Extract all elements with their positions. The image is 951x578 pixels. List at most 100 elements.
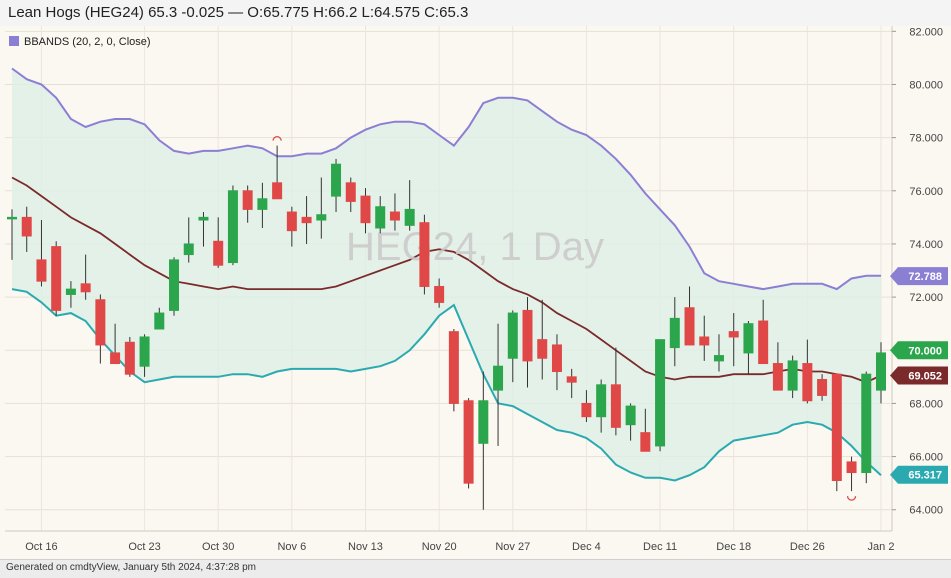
candle-body-up bbox=[169, 259, 180, 311]
candle bbox=[95, 294, 106, 364]
candle-body-up bbox=[404, 208, 415, 226]
candle-body-up bbox=[183, 243, 194, 256]
candle-body-up bbox=[227, 190, 238, 264]
price-label-tag bbox=[890, 465, 948, 484]
price-label-text: 65.317 bbox=[908, 470, 942, 482]
candle-body-down bbox=[301, 216, 312, 224]
candle bbox=[257, 182, 268, 228]
candle bbox=[227, 185, 238, 266]
candle bbox=[7, 209, 17, 260]
candle bbox=[581, 390, 592, 423]
candle-body-down bbox=[419, 222, 430, 287]
candle bbox=[787, 355, 798, 399]
y-tick-label: 80.000 bbox=[909, 79, 943, 91]
candle bbox=[713, 334, 724, 372]
x-tick-label: Dec 4 bbox=[572, 541, 601, 553]
candle bbox=[758, 299, 769, 365]
candle bbox=[213, 217, 224, 268]
legend-label: BBANDS (20, 2, 0, Close) bbox=[24, 36, 151, 48]
candle-body-down bbox=[463, 400, 474, 484]
price-label-tag bbox=[890, 366, 948, 385]
candle-body-up bbox=[507, 312, 518, 359]
candle-body-down bbox=[36, 259, 47, 282]
candle-body-up bbox=[375, 206, 386, 229]
candle-body-down bbox=[551, 344, 562, 373]
candlestick-chart[interactable]: HEG24, 1 Day 64.00066.00068.00070.00072.… bbox=[0, 26, 951, 559]
generated-timestamp: Generated on cmdtyView, January 5th 2024… bbox=[6, 562, 256, 573]
candle bbox=[728, 313, 739, 367]
date-axis[interactable]: Oct 16 Oct 23 Oct 30 Nov 6 Nov 13 Nov 20 Nov 2… bbox=[25, 541, 894, 553]
y-tick-label: 68.000 bbox=[909, 398, 943, 410]
candle-body-up bbox=[154, 312, 165, 330]
candle bbox=[876, 342, 886, 404]
candle bbox=[743, 321, 754, 375]
candle bbox=[154, 307, 165, 330]
candle bbox=[507, 310, 518, 383]
x-tick-label: Dec 18 bbox=[716, 541, 751, 553]
candle bbox=[831, 373, 842, 492]
candle bbox=[537, 299, 548, 380]
candle-body-up bbox=[198, 216, 209, 221]
legend: BBANDS (20, 2, 0, Close) bbox=[9, 36, 151, 48]
chart-frame[interactable]: HEG24, 1 Day 64.00066.00068.00070.00072.… bbox=[0, 26, 951, 559]
candle-body-down bbox=[684, 307, 695, 346]
price-label: 65.317 bbox=[890, 465, 948, 484]
footer: Generated on cmdtyView, January 5th 2024… bbox=[0, 559, 951, 578]
candle-body-up bbox=[743, 323, 754, 354]
candle-body-down bbox=[286, 211, 297, 232]
candle-body-up bbox=[625, 405, 636, 426]
x-tick-label: Jan 2 bbox=[868, 541, 895, 553]
candle bbox=[861, 371, 872, 484]
candle bbox=[124, 336, 135, 377]
candle-body-down bbox=[124, 341, 135, 375]
candle bbox=[316, 177, 327, 239]
y-tick-label: 64.000 bbox=[909, 505, 943, 517]
x-tick-label: Dec 26 bbox=[790, 541, 825, 553]
candle bbox=[198, 212, 209, 247]
watermark-layer: HEG24, 1 Day bbox=[346, 225, 604, 269]
candle-body-down bbox=[110, 352, 121, 365]
title-bar: Lean Hogs (HEG24) 65.3 -0.025 — O:65.775… bbox=[0, 0, 951, 27]
candle-body-down bbox=[360, 195, 371, 224]
price-label-tag bbox=[890, 267, 948, 286]
candle-body-up bbox=[65, 288, 76, 295]
price-label: 69.052 bbox=[890, 366, 948, 385]
candle-body-up bbox=[713, 355, 724, 362]
x-tick-label: Oct 23 bbox=[128, 541, 160, 553]
candle bbox=[65, 281, 76, 308]
candle bbox=[242, 185, 253, 223]
chart-watermark: HEG24, 1 Day bbox=[346, 225, 604, 269]
low-marker bbox=[846, 496, 857, 501]
candle bbox=[655, 339, 666, 452]
high-marker bbox=[272, 135, 282, 141]
candle-body-down bbox=[242, 190, 253, 210]
candle bbox=[80, 254, 91, 300]
price-label: 70.000 bbox=[890, 341, 948, 360]
candle bbox=[669, 297, 680, 367]
candle-body-down bbox=[728, 331, 739, 338]
candle-body-up bbox=[7, 216, 17, 220]
candle bbox=[640, 408, 651, 452]
candle-body-down bbox=[537, 339, 548, 359]
candle-body-down bbox=[831, 373, 842, 481]
candle bbox=[345, 177, 356, 213]
lower-band-line bbox=[11, 288, 882, 482]
band-fill bbox=[12, 68, 881, 481]
y-tick-label: 72.000 bbox=[909, 292, 943, 304]
y-tick-label: 78.000 bbox=[909, 133, 943, 145]
candle-body-down bbox=[817, 379, 828, 396]
candle bbox=[183, 217, 194, 263]
candle-body-down bbox=[522, 309, 533, 362]
y-tick-label: 76.000 bbox=[909, 186, 943, 198]
candle bbox=[463, 398, 474, 489]
candle-body-up bbox=[787, 360, 798, 391]
candle bbox=[139, 334, 150, 377]
candle-body-down bbox=[581, 402, 592, 418]
candle bbox=[434, 278, 445, 308]
x-tick-label: Nov 20 bbox=[422, 541, 457, 553]
candles bbox=[7, 145, 886, 510]
x-tick-label: Dec 11 bbox=[643, 541, 677, 553]
candle bbox=[360, 188, 371, 234]
candle-body-up bbox=[655, 339, 666, 447]
candle-body-down bbox=[21, 216, 32, 237]
